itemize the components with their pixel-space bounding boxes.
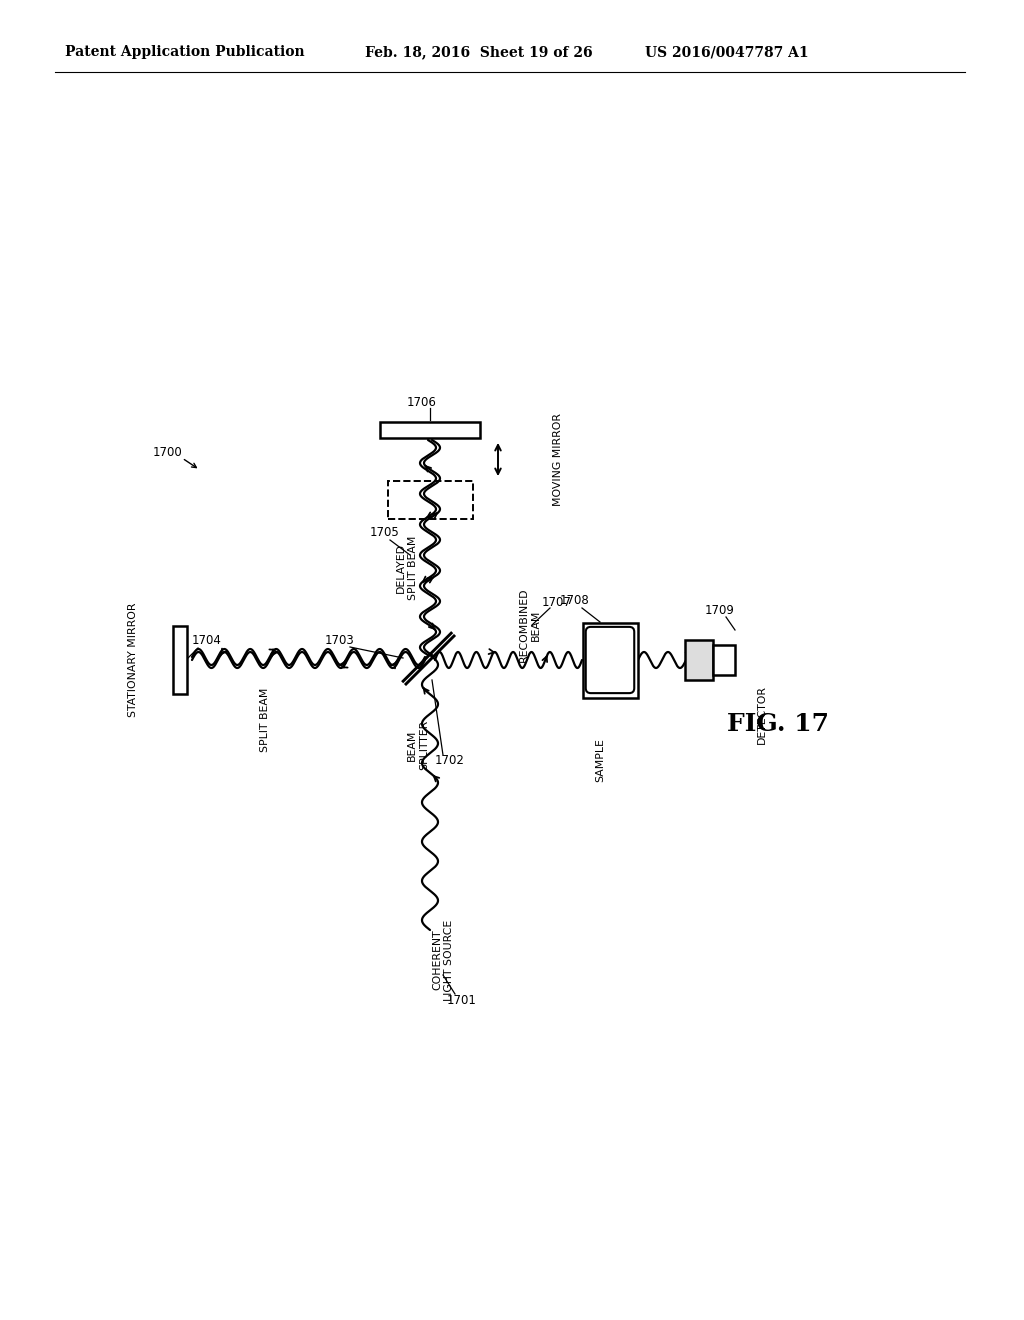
Text: SAMPLE: SAMPLE xyxy=(595,738,605,781)
Text: 1709: 1709 xyxy=(706,603,735,616)
Bar xyxy=(713,645,735,675)
Text: 1704: 1704 xyxy=(193,635,222,648)
Text: COHERENT
LIGHT SOURCE: COHERENT LIGHT SOURCE xyxy=(432,919,454,1001)
Text: Feb. 18, 2016  Sheet 19 of 26: Feb. 18, 2016 Sheet 19 of 26 xyxy=(365,45,593,59)
Text: BEAM
SPLITTER: BEAM SPLITTER xyxy=(408,719,429,770)
Bar xyxy=(173,626,187,694)
Bar xyxy=(583,623,638,697)
Text: Patent Application Publication: Patent Application Publication xyxy=(65,45,304,59)
Text: STATIONARY MIRROR: STATIONARY MIRROR xyxy=(128,603,138,717)
Text: FIG. 17: FIG. 17 xyxy=(727,711,829,737)
Text: MOVING MIRROR: MOVING MIRROR xyxy=(553,413,563,507)
Bar xyxy=(685,640,713,680)
Text: SPLIT BEAM: SPLIT BEAM xyxy=(260,688,270,752)
Text: 1708: 1708 xyxy=(560,594,590,606)
Text: DETECTOR: DETECTOR xyxy=(757,685,767,744)
Bar xyxy=(387,480,472,519)
Text: 1701: 1701 xyxy=(447,994,477,1006)
Text: 1707: 1707 xyxy=(542,595,572,609)
Text: 1706: 1706 xyxy=(408,396,437,408)
FancyBboxPatch shape xyxy=(586,627,634,693)
Text: DELAYED
SPLIT BEAM: DELAYED SPLIT BEAM xyxy=(396,536,418,601)
Text: 1700: 1700 xyxy=(154,446,183,458)
Text: 1702: 1702 xyxy=(435,754,465,767)
Text: 1705: 1705 xyxy=(370,527,400,540)
Bar xyxy=(380,422,480,438)
Text: US 2016/0047787 A1: US 2016/0047787 A1 xyxy=(645,45,809,59)
Text: RECOMBINED
BEAM: RECOMBINED BEAM xyxy=(519,587,541,663)
Text: 1703: 1703 xyxy=(326,634,355,647)
